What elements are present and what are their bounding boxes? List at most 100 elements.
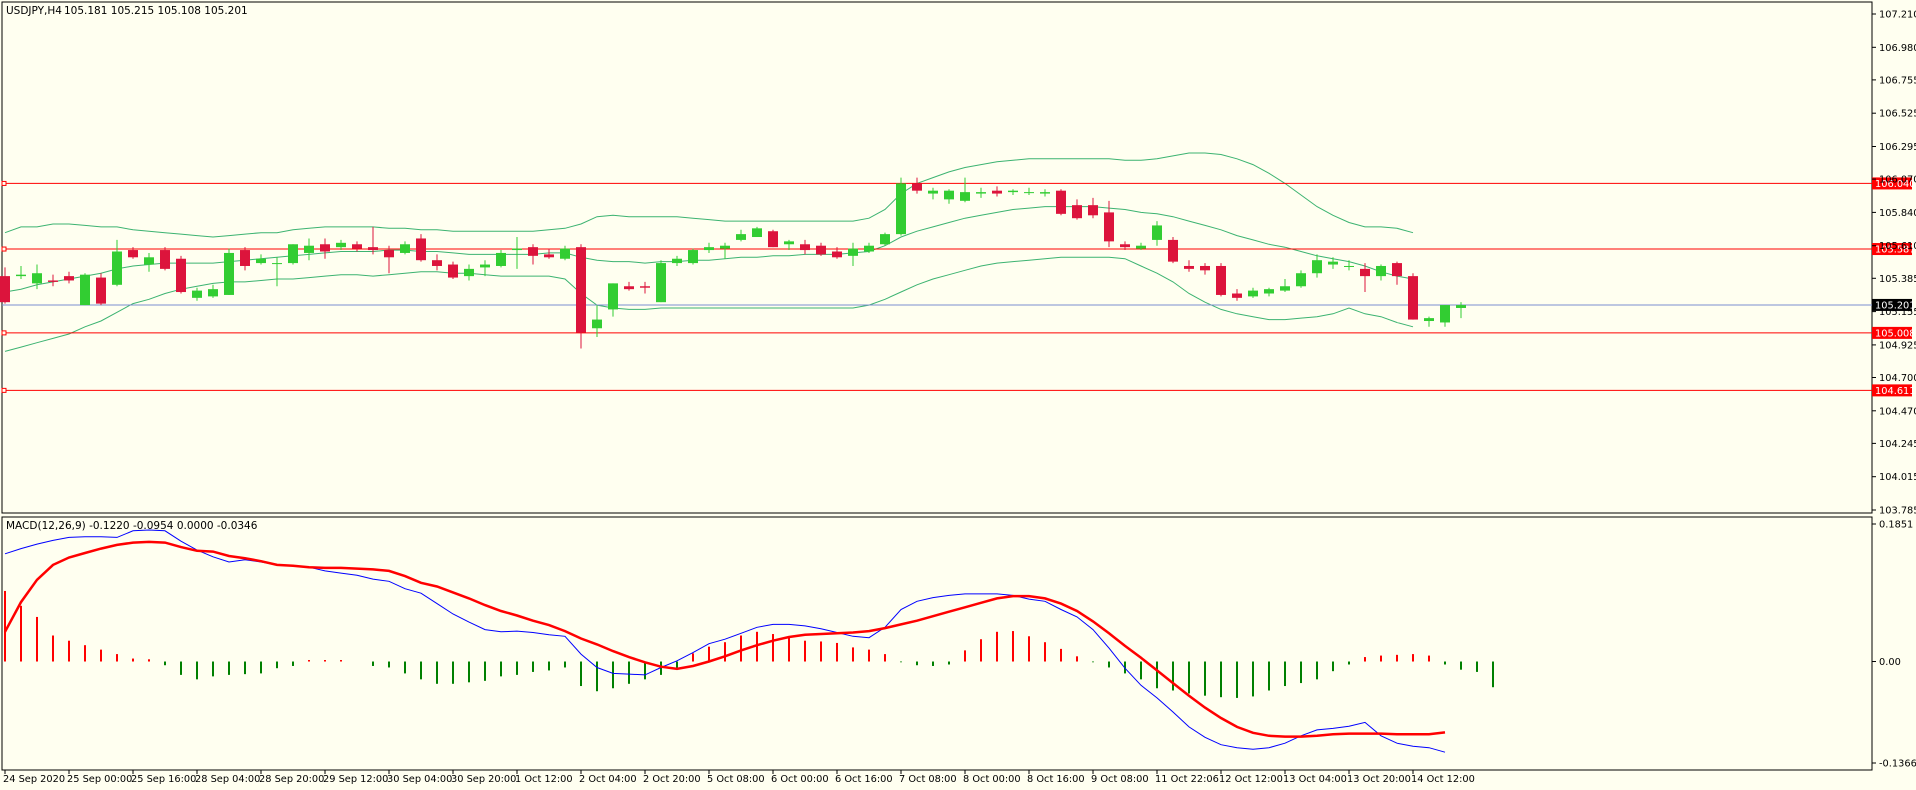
candle[interactable] bbox=[192, 287, 202, 301]
candle[interactable] bbox=[32, 264, 42, 290]
candle[interactable] bbox=[1392, 261, 1402, 285]
candle[interactable] bbox=[160, 247, 170, 271]
candle[interactable] bbox=[96, 273, 106, 306]
candle[interactable] bbox=[976, 187, 986, 198]
candle[interactable] bbox=[800, 239, 810, 255]
candle[interactable] bbox=[1376, 264, 1386, 281]
candle[interactable] bbox=[208, 284, 218, 298]
candle[interactable] bbox=[448, 261, 458, 280]
signal-line bbox=[3, 540, 1446, 738]
candle[interactable] bbox=[240, 247, 250, 271]
candle[interactable] bbox=[1360, 263, 1370, 293]
candle[interactable] bbox=[464, 264, 474, 281]
candle[interactable] bbox=[832, 247, 842, 259]
candle[interactable] bbox=[592, 305, 602, 337]
candle[interactable] bbox=[64, 271, 74, 284]
candle[interactable] bbox=[1088, 197, 1098, 219]
candle[interactable] bbox=[1072, 199, 1082, 220]
candle[interactable] bbox=[768, 229, 778, 248]
candle[interactable] bbox=[1024, 187, 1034, 196]
candle[interactable] bbox=[784, 239, 794, 251]
candle[interactable] bbox=[1056, 189, 1066, 216]
candle[interactable] bbox=[864, 242, 874, 253]
candle[interactable] bbox=[416, 234, 426, 262]
candle[interactable] bbox=[176, 255, 186, 294]
candle[interactable] bbox=[1344, 260, 1354, 271]
candle[interactable] bbox=[880, 232, 890, 246]
candle[interactable] bbox=[1280, 279, 1290, 293]
candle[interactable] bbox=[1424, 316, 1434, 327]
level-anchor-handle[interactable] bbox=[1, 387, 7, 393]
candle[interactable] bbox=[1008, 189, 1018, 196]
candle[interactable] bbox=[912, 177, 922, 194]
candle[interactable] bbox=[1456, 302, 1466, 319]
candle[interactable] bbox=[720, 242, 730, 259]
candle[interactable] bbox=[640, 281, 650, 294]
candle[interactable] bbox=[336, 239, 346, 251]
candle[interactable] bbox=[1264, 287, 1274, 297]
candle[interactable] bbox=[560, 245, 570, 261]
level-anchor-handle[interactable] bbox=[1, 246, 7, 252]
candle[interactable] bbox=[320, 238, 330, 259]
candle[interactable] bbox=[400, 241, 410, 255]
candle[interactable] bbox=[1184, 260, 1194, 272]
candle[interactable] bbox=[496, 250, 506, 268]
candle[interactable] bbox=[736, 229, 746, 242]
candle[interactable] bbox=[1440, 305, 1450, 327]
candle[interactable] bbox=[352, 241, 362, 252]
candle[interactable] bbox=[384, 245, 394, 274]
candle[interactable] bbox=[512, 237, 522, 269]
candle[interactable] bbox=[16, 265, 26, 280]
candle[interactable] bbox=[688, 248, 698, 265]
candle[interactable] bbox=[992, 186, 1002, 197]
candle[interactable] bbox=[1328, 257, 1338, 269]
candle[interactable] bbox=[256, 254, 266, 265]
candle[interactable] bbox=[1296, 270, 1306, 288]
candle[interactable] bbox=[1248, 287, 1258, 298]
candle[interactable] bbox=[704, 242, 714, 253]
candle[interactable] bbox=[1312, 254, 1322, 278]
candle[interactable] bbox=[480, 260, 490, 277]
level-anchor-handle[interactable] bbox=[1, 330, 7, 336]
candle[interactable] bbox=[576, 244, 586, 349]
candle[interactable] bbox=[1040, 189, 1050, 197]
candle[interactable] bbox=[304, 238, 314, 261]
candle[interactable] bbox=[944, 189, 954, 204]
candle[interactable] bbox=[128, 247, 138, 259]
candle[interactable] bbox=[752, 226, 762, 238]
candle[interactable] bbox=[656, 260, 666, 303]
candle[interactable] bbox=[816, 242, 826, 256]
candle[interactable] bbox=[1168, 237, 1178, 264]
candle[interactable] bbox=[1120, 241, 1130, 251]
level-anchor-handle[interactable] bbox=[1, 180, 7, 186]
candle[interactable] bbox=[608, 283, 618, 317]
candle[interactable] bbox=[0, 267, 10, 304]
candle[interactable] bbox=[48, 274, 58, 287]
candle[interactable] bbox=[144, 252, 154, 272]
candle[interactable] bbox=[1408, 273, 1418, 320]
candle[interactable] bbox=[528, 244, 538, 265]
candle[interactable] bbox=[112, 239, 122, 287]
candle[interactable] bbox=[368, 226, 378, 255]
candle[interactable] bbox=[960, 177, 970, 203]
candle[interactable] bbox=[432, 254, 442, 271]
candle[interactable] bbox=[624, 281, 634, 291]
candle[interactable] bbox=[928, 187, 938, 200]
candle[interactable] bbox=[896, 177, 906, 236]
candle[interactable] bbox=[1216, 263, 1226, 297]
candle[interactable] bbox=[272, 257, 282, 287]
candle[interactable] bbox=[80, 273, 90, 306]
candle[interactable] bbox=[672, 255, 682, 266]
macd-pane[interactable] bbox=[3, 529, 1494, 753]
candle[interactable] bbox=[544, 248, 554, 259]
candle[interactable] bbox=[224, 248, 234, 295]
candle[interactable] bbox=[1232, 289, 1242, 301]
candle[interactable] bbox=[288, 244, 298, 265]
candle[interactable] bbox=[1152, 221, 1162, 246]
candle[interactable] bbox=[848, 242, 858, 266]
candle[interactable] bbox=[1104, 200, 1114, 248]
candle[interactable] bbox=[1200, 263, 1210, 275]
price-pane[interactable] bbox=[0, 152, 1872, 393]
candle[interactable] bbox=[1136, 242, 1146, 251]
